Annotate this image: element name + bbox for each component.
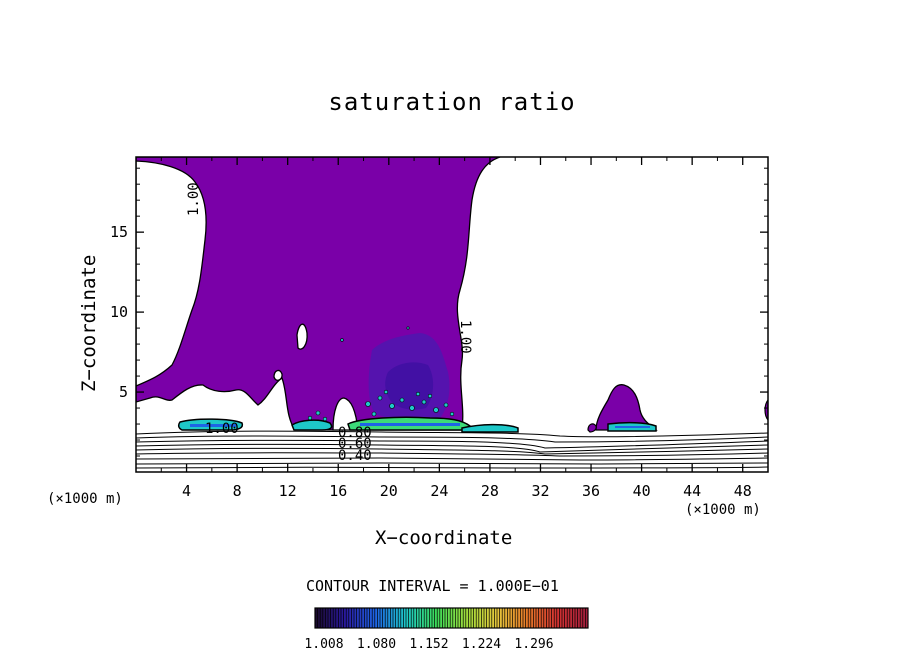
dry-hole-small-2 xyxy=(273,369,283,381)
y-axis-label: Z−coordinate xyxy=(78,254,100,392)
x-tick-label: 48 xyxy=(734,482,752,500)
cloud-speckle xyxy=(307,326,455,422)
x-axis-unit-left: (×1000 m) xyxy=(47,491,123,507)
x-tick-label: 20 xyxy=(380,482,398,500)
cloud-base-bands xyxy=(177,416,657,433)
x-tick-label: 40 xyxy=(633,482,651,500)
contour-label: 1.00 xyxy=(457,320,473,354)
plot-frame xyxy=(135,156,769,473)
colorbar-tick-label: 1.008 xyxy=(304,637,343,652)
chart-title: saturation ratio xyxy=(328,88,576,116)
contour-label: 0.60 xyxy=(338,436,372,452)
colorbar xyxy=(314,607,589,629)
dry-hole-small xyxy=(296,323,308,350)
x-tick-label: 36 xyxy=(582,482,600,500)
x-tick-label: 16 xyxy=(329,482,347,500)
colorbar-fill xyxy=(315,608,588,628)
colorbar-tick-label: 1.152 xyxy=(409,637,448,652)
saturation-region-tiny xyxy=(587,423,597,433)
surface-contours xyxy=(136,430,768,469)
x-tick-label: 8 xyxy=(233,482,242,500)
saturation-region-right xyxy=(595,384,658,431)
x-axis-unit-right: (×1000 m) xyxy=(685,502,761,518)
contour-interval-label: CONTOUR INTERVAL = 1.000E−01 xyxy=(306,577,559,595)
x-tick-label: 12 xyxy=(279,482,297,500)
colorbar-tick-label: 1.296 xyxy=(514,637,553,652)
colorbar-ticks: 1.008 1.080 1.152 1.224 1.296 xyxy=(304,637,553,652)
x-axis: 4 8 12 16 20 24 28 32 36 40 44 48 xyxy=(160,157,752,500)
x-tick-label: 32 xyxy=(531,482,549,500)
y-tick-label: 5 xyxy=(119,383,128,401)
x-tick-label: 4 xyxy=(182,482,191,500)
contour-label: 0.80 xyxy=(338,425,372,441)
x-tick-label: 28 xyxy=(481,482,499,500)
y-axis: 5 10 15 xyxy=(110,167,768,457)
cloud-core-inner xyxy=(385,362,434,410)
x-axis-label: X−coordinate xyxy=(375,527,513,549)
contour-labels: 1.00 1.00 1.00 0.80 0.60 0.40 xyxy=(186,182,473,464)
y-tick-label: 15 xyxy=(110,223,128,241)
contour-label: 0.40 xyxy=(338,448,372,464)
x-tick-label: 24 xyxy=(430,482,448,500)
colorbar-tick-label: 1.080 xyxy=(357,637,396,652)
dry-hole-upper-left xyxy=(136,160,207,387)
colorbar-frame xyxy=(314,607,589,629)
colorbar-tick-label: 1.224 xyxy=(462,637,501,652)
contour-label: 1.00 xyxy=(205,421,239,437)
x-tick-label: 44 xyxy=(683,482,701,500)
y-tick-label: 10 xyxy=(110,303,128,321)
contour-label: 1.00 xyxy=(186,182,202,216)
